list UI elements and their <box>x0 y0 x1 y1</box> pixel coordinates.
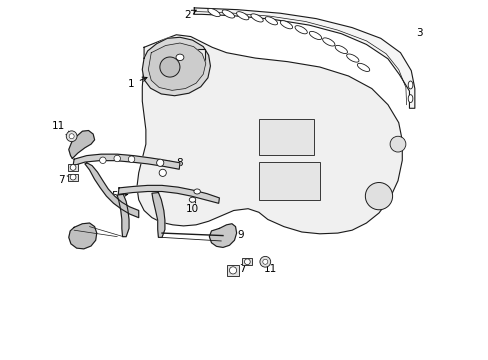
Polygon shape <box>137 35 402 234</box>
Circle shape <box>229 267 236 274</box>
Text: 9: 9 <box>229 230 243 239</box>
Text: 7: 7 <box>239 264 245 274</box>
Polygon shape <box>148 43 205 90</box>
Circle shape <box>69 134 74 139</box>
Circle shape <box>262 259 267 264</box>
Polygon shape <box>194 8 414 108</box>
Ellipse shape <box>176 54 183 60</box>
Ellipse shape <box>309 31 321 40</box>
Circle shape <box>114 155 120 162</box>
Ellipse shape <box>264 17 277 25</box>
Text: 7: 7 <box>59 175 72 185</box>
Polygon shape <box>118 185 219 203</box>
Bar <box>68 164 78 171</box>
Circle shape <box>66 131 77 141</box>
Ellipse shape <box>250 14 263 22</box>
Circle shape <box>70 165 76 170</box>
Polygon shape <box>117 194 129 237</box>
Text: 11: 11 <box>263 264 276 274</box>
Ellipse shape <box>322 38 334 46</box>
Ellipse shape <box>236 12 248 20</box>
Circle shape <box>160 57 180 77</box>
Bar <box>226 265 239 276</box>
Bar <box>258 119 314 155</box>
Ellipse shape <box>407 95 412 103</box>
Text: 8: 8 <box>165 158 182 168</box>
Polygon shape <box>73 154 180 169</box>
Polygon shape <box>152 193 164 237</box>
Ellipse shape <box>194 189 200 194</box>
Ellipse shape <box>207 8 220 17</box>
Circle shape <box>389 136 405 152</box>
Polygon shape <box>142 37 210 96</box>
Text: 10: 10 <box>185 198 199 214</box>
Circle shape <box>156 159 163 166</box>
Ellipse shape <box>280 21 292 29</box>
Circle shape <box>70 174 76 180</box>
Text: 5: 5 <box>111 191 127 201</box>
Ellipse shape <box>407 81 412 89</box>
Circle shape <box>244 259 250 265</box>
Bar <box>242 258 252 265</box>
Ellipse shape <box>189 197 195 202</box>
Ellipse shape <box>334 45 347 54</box>
Polygon shape <box>209 224 236 247</box>
Polygon shape <box>69 223 97 249</box>
Circle shape <box>159 169 166 176</box>
Text: 3: 3 <box>415 28 422 38</box>
Text: 11: 11 <box>52 121 71 136</box>
Circle shape <box>365 183 392 210</box>
Text: 2: 2 <box>183 10 196 20</box>
Circle shape <box>100 157 106 163</box>
Polygon shape <box>69 131 94 158</box>
Ellipse shape <box>222 10 234 18</box>
Ellipse shape <box>357 63 369 72</box>
Bar <box>68 174 78 181</box>
Bar <box>172 49 204 65</box>
Circle shape <box>260 256 270 267</box>
Polygon shape <box>85 163 139 218</box>
Text: 1: 1 <box>128 77 147 89</box>
Bar <box>258 162 319 200</box>
Text: 6: 6 <box>71 238 77 248</box>
Ellipse shape <box>294 26 306 34</box>
Text: 4: 4 <box>159 52 172 62</box>
Circle shape <box>128 156 135 162</box>
Ellipse shape <box>346 54 358 62</box>
